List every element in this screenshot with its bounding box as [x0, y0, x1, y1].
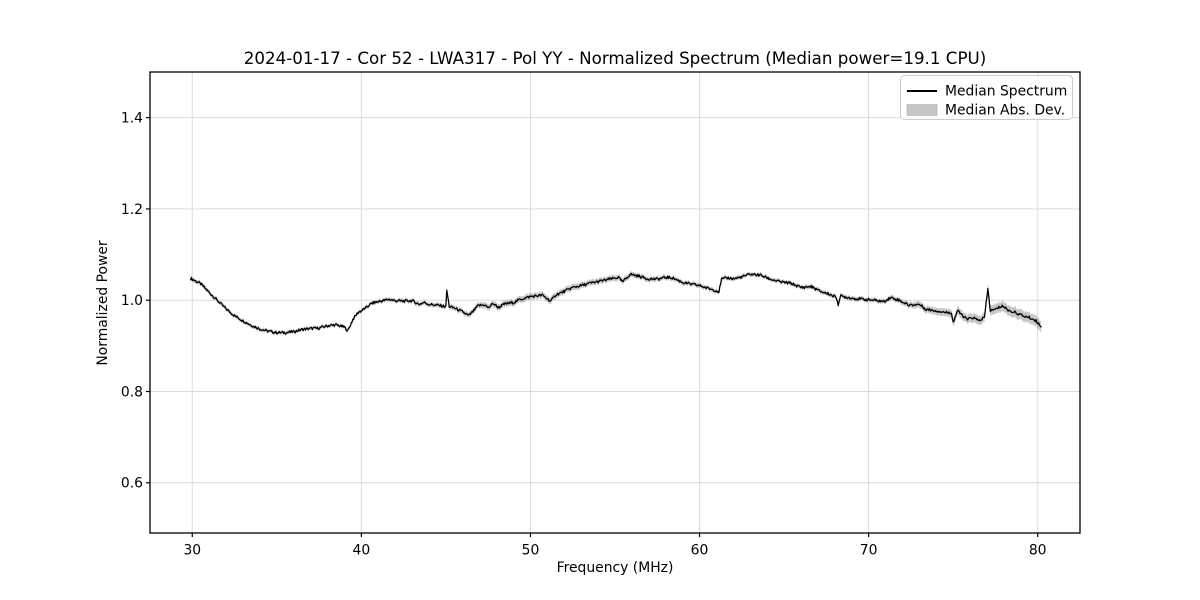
x-tick-label: 40 — [353, 543, 371, 559]
y-tick-label: 0.6 — [121, 476, 143, 492]
y-tick-label: 1.0 — [121, 293, 143, 309]
y-tick-label: 0.8 — [121, 384, 143, 400]
legend-patch-sample-icon — [906, 104, 938, 116]
median-spectrum-line — [189, 272, 1042, 335]
legend-box — [900, 75, 1073, 120]
x-tick-label: 50 — [522, 543, 540, 559]
x-tick-label: 80 — [1029, 543, 1047, 559]
chart-title: 2024-01-17 - Cor 52 - LWA317 - Pol YY - … — [244, 48, 986, 68]
tick-marks — [146, 117, 1039, 537]
x-tick-label: 70 — [860, 543, 878, 559]
plot-border — [149, 71, 1081, 534]
y-tick-label: 1.2 — [121, 202, 143, 218]
x-axis-label: Frequency (MHz) — [557, 560, 674, 576]
legend-label-median-abs-dev: Median Abs. Dev. — [945, 103, 1065, 119]
x-tick-label: 30 — [183, 543, 201, 559]
y-tick-label: 1.4 — [121, 111, 143, 127]
y-tick-labels: 0.6 0.8 1.0 1.2 1.4 — [121, 111, 143, 492]
x-tick-label: 60 — [691, 543, 709, 559]
y-axis-label: Normalized Power — [95, 240, 111, 365]
legend: Median Spectrum Median Abs. Dev. — [900, 75, 1073, 120]
x-tick-labels: 30 40 50 60 70 80 — [183, 543, 1046, 559]
legend-label-median-spectrum: Median Spectrum — [945, 84, 1067, 100]
